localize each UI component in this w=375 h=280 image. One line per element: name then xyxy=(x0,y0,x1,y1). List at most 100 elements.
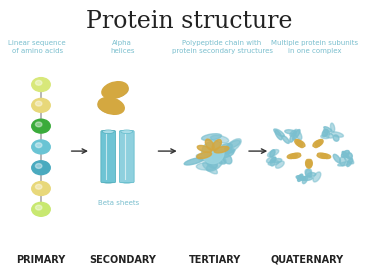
Text: TERTIARY: TERTIARY xyxy=(189,255,241,265)
Ellipse shape xyxy=(207,160,222,171)
Ellipse shape xyxy=(102,82,128,99)
Ellipse shape xyxy=(285,130,296,134)
Ellipse shape xyxy=(212,151,226,163)
Ellipse shape xyxy=(202,141,224,164)
Ellipse shape xyxy=(121,180,133,183)
Ellipse shape xyxy=(197,145,211,153)
Ellipse shape xyxy=(287,154,297,158)
Ellipse shape xyxy=(297,140,305,148)
Ellipse shape xyxy=(212,155,226,164)
Ellipse shape xyxy=(196,154,210,161)
Ellipse shape xyxy=(268,161,279,165)
Ellipse shape xyxy=(290,153,301,158)
Text: Beta sheets: Beta sheets xyxy=(98,200,139,206)
Ellipse shape xyxy=(213,143,232,156)
Circle shape xyxy=(32,119,50,133)
Ellipse shape xyxy=(227,140,240,148)
Ellipse shape xyxy=(267,157,276,163)
Ellipse shape xyxy=(184,158,204,165)
Ellipse shape xyxy=(306,169,312,176)
Ellipse shape xyxy=(267,150,279,157)
Ellipse shape xyxy=(333,154,340,163)
Ellipse shape xyxy=(340,157,345,166)
FancyBboxPatch shape xyxy=(101,130,116,183)
Circle shape xyxy=(302,147,316,158)
Text: PRIMARY: PRIMARY xyxy=(16,255,66,265)
Ellipse shape xyxy=(196,162,217,170)
Ellipse shape xyxy=(302,176,307,184)
Ellipse shape xyxy=(342,151,348,157)
Ellipse shape xyxy=(211,135,229,143)
Ellipse shape xyxy=(275,130,282,140)
Ellipse shape xyxy=(205,154,217,168)
Ellipse shape xyxy=(344,156,354,164)
Ellipse shape xyxy=(333,135,339,141)
Ellipse shape xyxy=(338,162,351,166)
Ellipse shape xyxy=(270,150,275,157)
Ellipse shape xyxy=(342,150,350,157)
Ellipse shape xyxy=(102,130,114,134)
Ellipse shape xyxy=(346,153,352,159)
FancyBboxPatch shape xyxy=(119,130,134,183)
Ellipse shape xyxy=(197,152,211,158)
Ellipse shape xyxy=(295,129,302,140)
Ellipse shape xyxy=(296,176,306,180)
Ellipse shape xyxy=(213,149,234,158)
Text: Alpha
helices: Alpha helices xyxy=(110,40,135,54)
Ellipse shape xyxy=(300,176,313,181)
Ellipse shape xyxy=(306,159,312,167)
Ellipse shape xyxy=(313,172,321,182)
Ellipse shape xyxy=(324,127,332,132)
Ellipse shape xyxy=(282,136,289,143)
Ellipse shape xyxy=(202,163,217,174)
Ellipse shape xyxy=(297,174,303,181)
Ellipse shape xyxy=(292,130,300,140)
Ellipse shape xyxy=(323,132,333,138)
Ellipse shape xyxy=(295,139,303,146)
Ellipse shape xyxy=(202,134,222,141)
Ellipse shape xyxy=(306,160,312,168)
Ellipse shape xyxy=(305,169,312,178)
Ellipse shape xyxy=(273,158,282,163)
Circle shape xyxy=(36,80,42,85)
Ellipse shape xyxy=(98,101,118,113)
Ellipse shape xyxy=(274,129,284,137)
Circle shape xyxy=(32,182,50,195)
Ellipse shape xyxy=(330,123,335,132)
Ellipse shape xyxy=(347,158,352,167)
Ellipse shape xyxy=(270,160,275,166)
Ellipse shape xyxy=(322,129,328,137)
Circle shape xyxy=(32,78,50,92)
Circle shape xyxy=(36,205,42,210)
Circle shape xyxy=(36,122,42,127)
Ellipse shape xyxy=(108,85,128,97)
Ellipse shape xyxy=(214,146,229,153)
Ellipse shape xyxy=(224,139,241,153)
Ellipse shape xyxy=(102,180,114,183)
Text: Multiple protein subunits
in one complex: Multiple protein subunits in one complex xyxy=(271,40,358,54)
Ellipse shape xyxy=(317,153,328,158)
Ellipse shape xyxy=(221,148,235,153)
Circle shape xyxy=(32,98,50,112)
Ellipse shape xyxy=(290,132,296,142)
Circle shape xyxy=(36,184,42,189)
Ellipse shape xyxy=(212,139,222,150)
Circle shape xyxy=(32,161,50,175)
Ellipse shape xyxy=(222,153,232,164)
Ellipse shape xyxy=(213,141,223,151)
Circle shape xyxy=(36,143,42,148)
Ellipse shape xyxy=(321,135,329,139)
Ellipse shape xyxy=(321,154,331,158)
Ellipse shape xyxy=(121,130,133,134)
Text: QUATERNARY: QUATERNARY xyxy=(270,255,344,265)
Ellipse shape xyxy=(290,130,296,136)
Ellipse shape xyxy=(313,140,321,148)
Ellipse shape xyxy=(98,97,124,114)
Ellipse shape xyxy=(324,129,330,135)
Ellipse shape xyxy=(270,157,276,163)
Circle shape xyxy=(36,101,42,106)
Ellipse shape xyxy=(205,151,214,164)
Text: Linear sequence
of amino acids: Linear sequence of amino acids xyxy=(9,40,66,54)
Text: Protein structure: Protein structure xyxy=(86,10,292,33)
Ellipse shape xyxy=(276,161,284,168)
